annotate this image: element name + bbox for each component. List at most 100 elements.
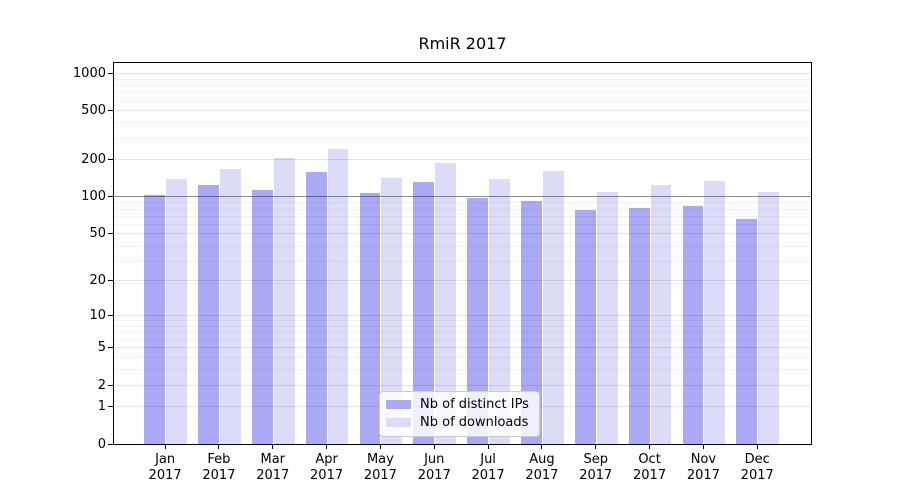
- major-gridline: [114, 232, 811, 234]
- x-tick-label-year: 2017: [363, 467, 397, 483]
- bar-downloads: [704, 181, 726, 444]
- bar-downloads: [542, 170, 564, 444]
- major-gridline: [114, 196, 811, 198]
- x-tick-label: Jun 2017: [399, 452, 469, 483]
- legend-swatch-distinct-ips: [386, 400, 411, 409]
- x-tick-label-year: 2017: [202, 467, 236, 483]
- bar-distinct-ips: [413, 182, 435, 444]
- x-tick-label: Oct 2017: [615, 452, 685, 483]
- y-tick-label: 10: [89, 307, 106, 323]
- minor-gridline: [114, 357, 811, 359]
- minor-gridline: [114, 332, 811, 334]
- x-tick-mark: [702, 445, 704, 449]
- y-tick-label: 1000: [72, 66, 106, 82]
- bar-downloads: [758, 192, 780, 444]
- x-tick-label-month: Dec: [744, 452, 770, 467]
- x-tick-mark: [433, 445, 435, 449]
- major-gridline: [114, 347, 811, 349]
- x-tick-label-month: Sep: [583, 452, 608, 467]
- x-tick-label: Jan 2017: [130, 452, 200, 483]
- major-gridline: [114, 280, 811, 282]
- minor-gridline: [114, 245, 811, 247]
- y-tick-mark: [108, 384, 113, 386]
- major-gridline: [114, 73, 811, 75]
- y-tick-label: 100: [81, 189, 106, 205]
- bar-downloads: [381, 177, 403, 444]
- minor-gridline: [114, 369, 811, 371]
- major-gridline: [114, 384, 811, 386]
- x-tick-label: Mar 2017: [238, 452, 308, 483]
- x-tick-label: Nov 2017: [668, 452, 738, 483]
- minor-gridline: [114, 215, 811, 217]
- x-tick-mark: [649, 445, 651, 449]
- x-tick-mark: [326, 445, 328, 449]
- major-gridline: [114, 159, 811, 161]
- bar-distinct-ips: [305, 171, 327, 444]
- bar-distinct-ips: [521, 201, 542, 444]
- bar-distinct-ips: [628, 207, 650, 444]
- legend-label-distinct-ips: Nb of distinct IPs: [420, 397, 529, 412]
- y-tick-label: 50: [89, 225, 106, 241]
- y-tick-mark: [108, 443, 113, 445]
- x-tick-mark: [272, 445, 274, 449]
- x-tick-label-month: Jan: [155, 452, 176, 467]
- bar-downloads: [650, 184, 672, 444]
- x-tick-mark: [164, 445, 166, 449]
- major-gridline: [114, 314, 811, 316]
- x-tick-label: Apr 2017: [292, 452, 362, 483]
- bar-distinct-ips: [467, 198, 489, 444]
- minor-gridline: [114, 325, 811, 327]
- x-tick-label-month: Oct: [638, 452, 661, 467]
- legend-swatch-downloads: [386, 418, 411, 427]
- x-tick-label-month: Nov: [690, 452, 717, 467]
- x-tick-label: Aug 2017: [507, 452, 577, 483]
- bar-downloads: [166, 178, 187, 444]
- minor-gridline: [114, 92, 811, 94]
- x-tick-mark: [756, 445, 758, 449]
- bar-distinct-ips: [144, 195, 166, 444]
- bar-downloads: [219, 168, 241, 444]
- bar-downloads: [327, 148, 349, 444]
- emphasis-gridline-100: [114, 196, 811, 198]
- x-tick-label-year: 2017: [633, 467, 667, 483]
- y-tick-label: 200: [81, 152, 106, 168]
- y-tick-label: 500: [81, 103, 106, 119]
- bar-distinct-ips: [574, 209, 596, 444]
- x-tick-mark: [541, 445, 543, 449]
- x-tick-label-year: 2017: [310, 467, 344, 483]
- y-tick-label: 2: [97, 377, 106, 393]
- x-tick-label: May 2017: [345, 452, 415, 483]
- minor-gridline: [114, 78, 811, 80]
- x-tick-label: Jul 2017: [453, 452, 523, 483]
- x-tick-label: Dec 2017: [722, 452, 792, 483]
- x-tick-label-month: Jun: [424, 452, 445, 467]
- x-tick-mark: [595, 445, 597, 449]
- bar-downloads: [435, 163, 457, 444]
- x-tick-label-month: Mar: [260, 452, 286, 467]
- bar-distinct-ips: [682, 205, 704, 444]
- y-tick-mark: [108, 73, 113, 75]
- chart-title: RmiR 2017: [418, 34, 507, 53]
- x-tick-label-month: Apr: [315, 452, 338, 467]
- x-tick-label-year: 2017: [256, 467, 290, 483]
- bar-distinct-ips: [198, 185, 219, 444]
- bar-downloads: [596, 192, 618, 444]
- minor-gridline: [114, 339, 811, 341]
- y-tick-mark: [108, 280, 113, 282]
- minor-gridline: [114, 208, 811, 210]
- x-tick-label: Sep 2017: [561, 452, 631, 483]
- minor-gridline: [114, 224, 811, 226]
- y-tick-mark: [108, 196, 113, 198]
- x-tick-label-year: 2017: [686, 467, 720, 483]
- x-tick-label-year: 2017: [579, 467, 613, 483]
- x-tick-label-month: May: [366, 452, 394, 467]
- bar-distinct-ips: [251, 189, 273, 444]
- major-gridline: [114, 110, 811, 112]
- x-tick-mark: [218, 445, 220, 449]
- bar-distinct-ips: [359, 192, 381, 444]
- y-tick-mark: [108, 110, 113, 112]
- legend-item-distinct-ips: Nb of distinct IPs: [386, 397, 529, 412]
- minor-gridline: [114, 85, 811, 87]
- x-tick-label-year: 2017: [148, 467, 182, 483]
